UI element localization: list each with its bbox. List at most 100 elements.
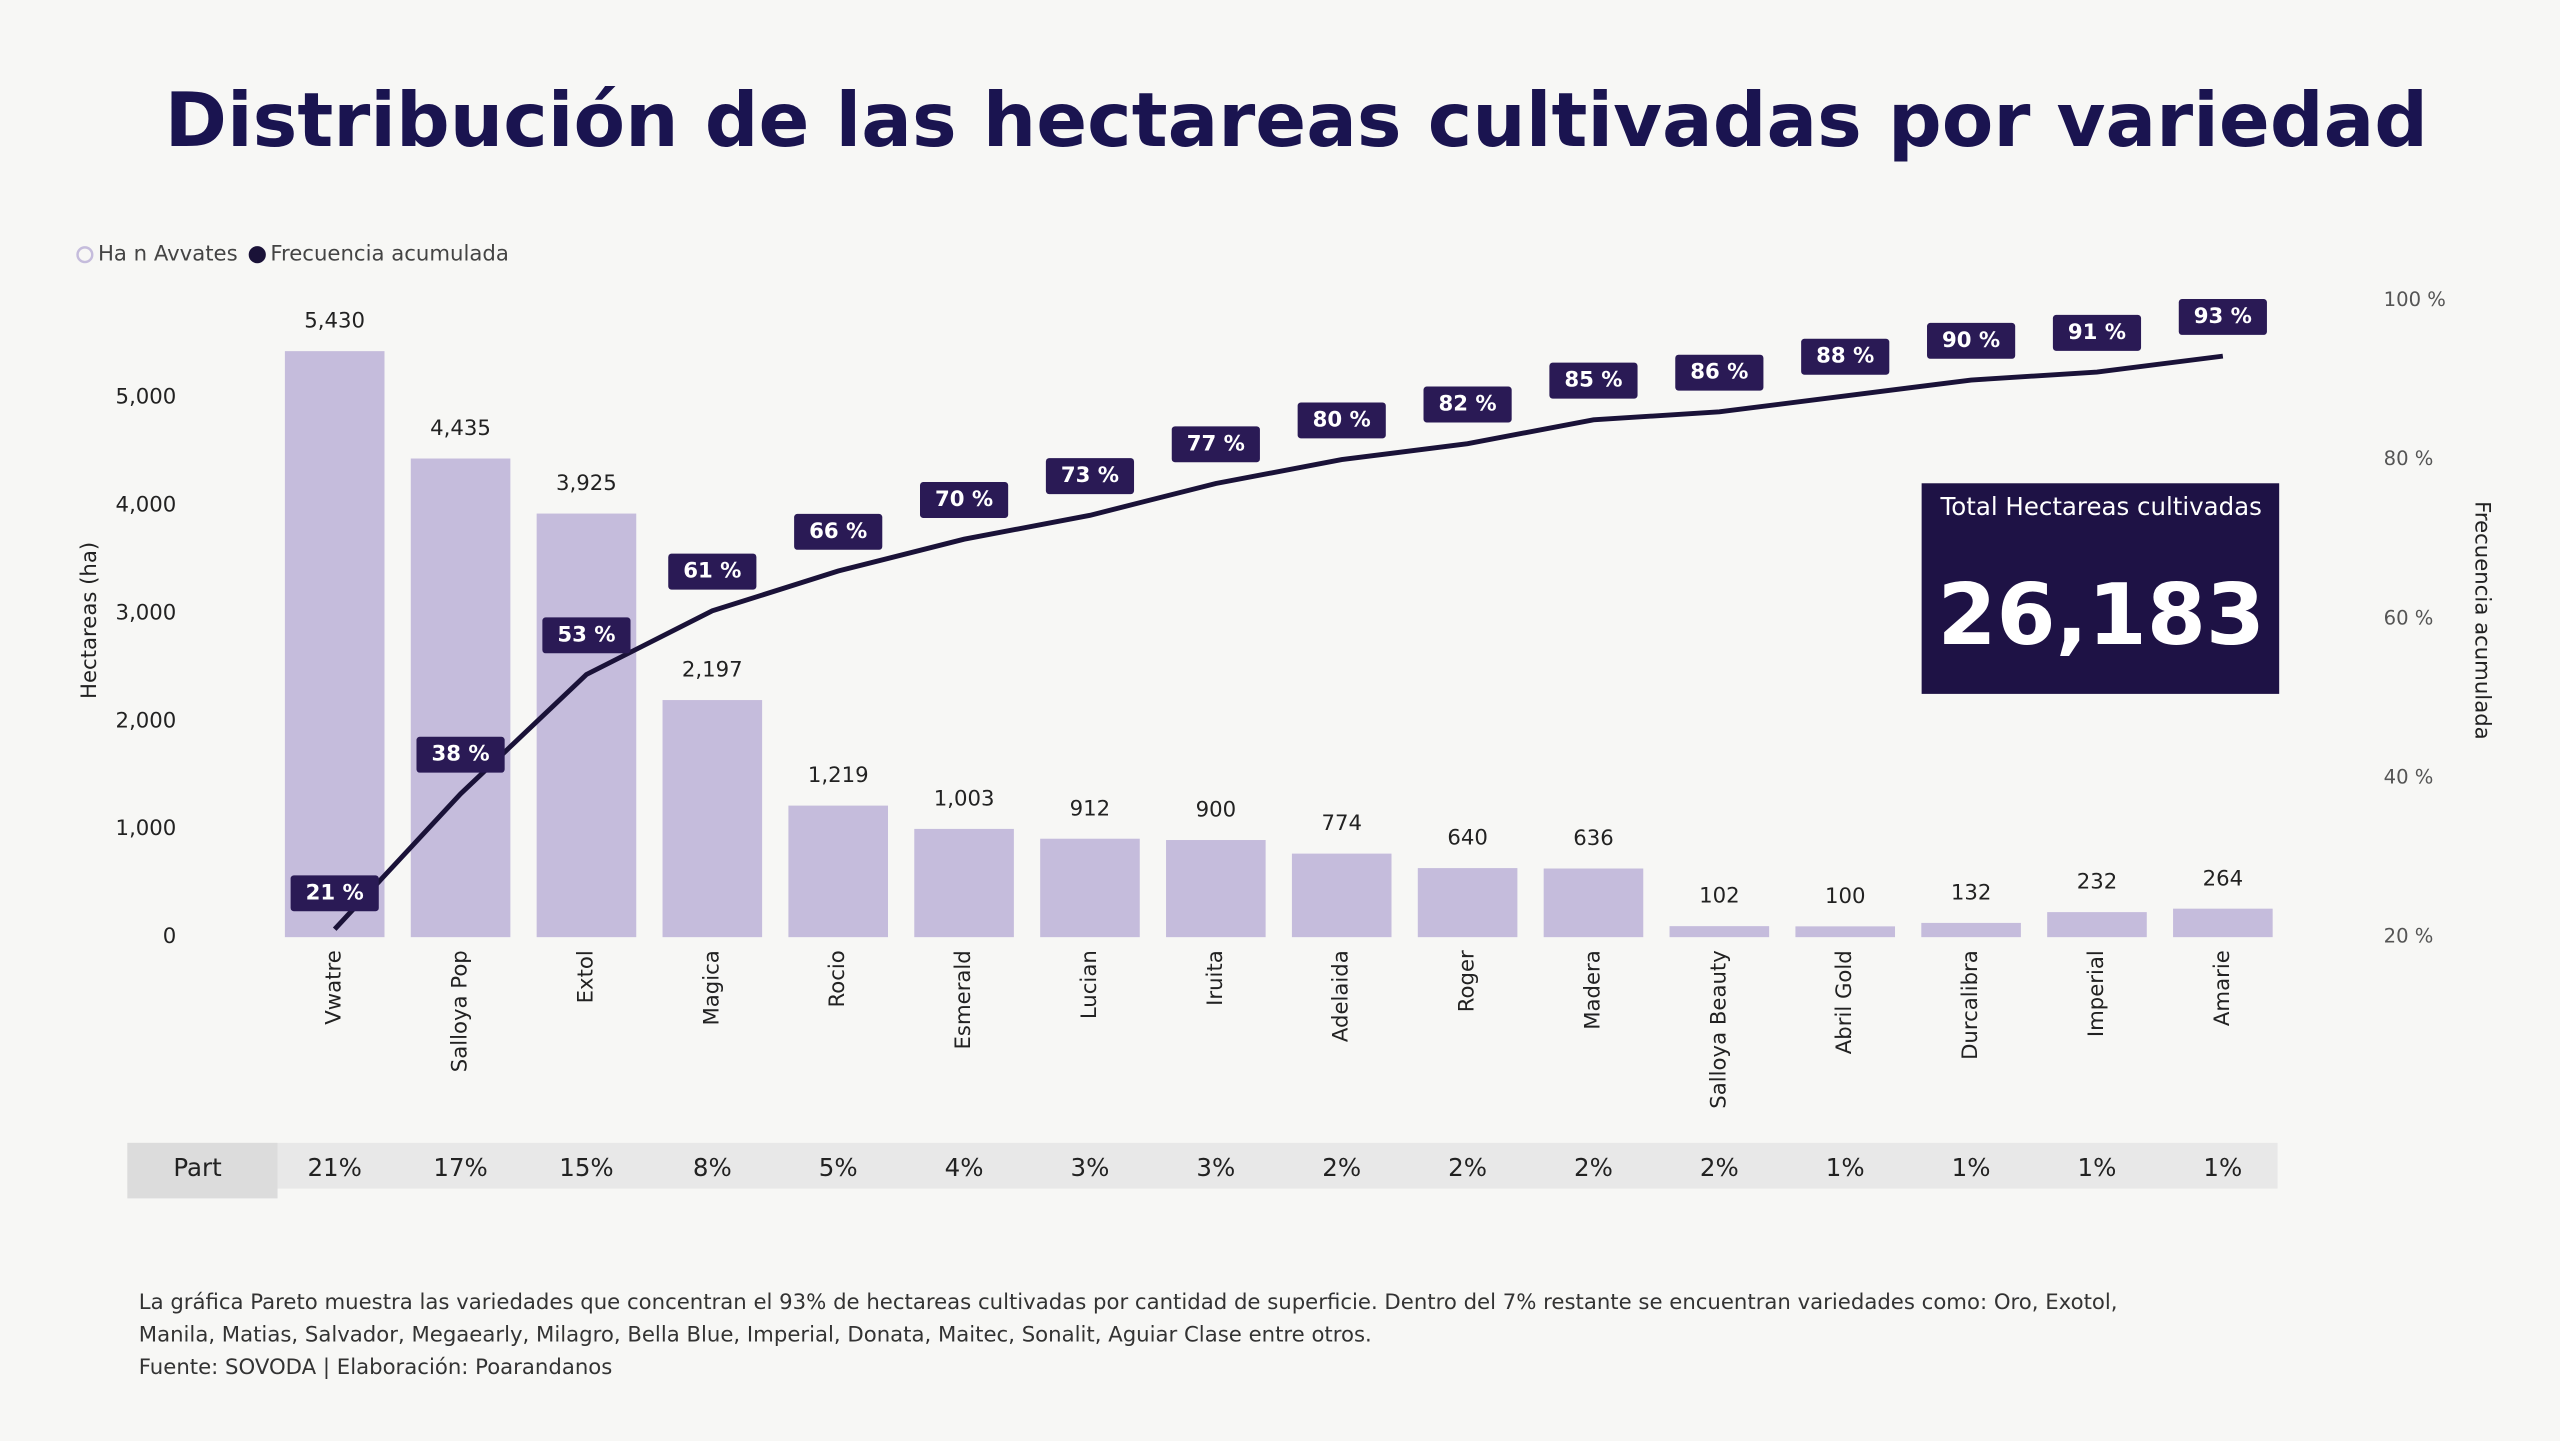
x-tick-label: Roger xyxy=(1455,950,1480,1012)
x-tick-label: Iruita xyxy=(1203,950,1228,1006)
cumulative-label: 66 % xyxy=(809,519,867,544)
cumulative-label: 93 % xyxy=(2194,304,2252,329)
legend-swatch xyxy=(76,246,94,264)
cumulative-label: 82 % xyxy=(1438,392,1496,417)
footnote: La gráfica Pareto muestra las variedades… xyxy=(139,1290,2118,1315)
bar xyxy=(1417,868,1518,938)
bar-value-label: 102 xyxy=(1699,884,1740,909)
cumulative-label-box xyxy=(794,513,883,550)
y-tick-label: 5,000 xyxy=(116,385,177,410)
share-table-cell: 17% xyxy=(433,1153,487,1182)
x-tick-label: Abril Gold xyxy=(1832,950,1857,1054)
footnote: Manila, Matias, Salvador, Megaearly, Mil… xyxy=(139,1323,1372,1348)
bar xyxy=(1921,922,2021,938)
share-table-cell: 2% xyxy=(1700,1153,1739,1182)
cumulative-label-box xyxy=(668,553,757,590)
cumulative-label: 38 % xyxy=(431,742,489,767)
cumulative-label: 91 % xyxy=(2068,320,2126,345)
x-tick-label: Salloya Beauty xyxy=(1706,950,1731,1108)
bar-value-label: 912 xyxy=(1070,796,1111,821)
share-table-cell: 1% xyxy=(1952,1153,1991,1182)
bar xyxy=(662,700,763,938)
bar xyxy=(536,513,637,938)
bar-value-label: 264 xyxy=(2203,866,2244,891)
legend-label: Ha n Avvates xyxy=(98,242,238,267)
cumulative-line xyxy=(332,353,2224,931)
kpi-box xyxy=(1921,483,2280,694)
cumulative-label-box xyxy=(1675,354,1764,391)
y2-tick-label: 100 % xyxy=(2384,288,2446,311)
bar xyxy=(284,351,385,938)
y2-tick-label: 80 % xyxy=(2384,447,2434,470)
cumulative-label-box xyxy=(1297,402,1386,439)
y-tick-label: 0 xyxy=(163,924,177,949)
y2-tick-label: 60 % xyxy=(2384,606,2434,629)
share-table-cell: 2% xyxy=(1448,1153,1487,1182)
legend-label: Frecuencia acumulada xyxy=(270,242,509,267)
share-table-cell: 4% xyxy=(945,1153,984,1182)
cumulative-label: 77 % xyxy=(1187,431,1245,456)
cumulative-label-box xyxy=(1927,322,2016,359)
cumulative-label-box xyxy=(1549,362,1638,399)
x-tick-label: Durcalibra xyxy=(1958,950,1983,1060)
share-table-cell: 8% xyxy=(693,1153,732,1182)
cumulative-label-box xyxy=(1171,426,1260,463)
cumulative-label-box xyxy=(1801,338,1890,375)
y2-tick-label: 40 % xyxy=(2384,765,2434,788)
bar-value-label: 1,003 xyxy=(934,787,995,812)
cumulative-label-box xyxy=(1045,458,1135,495)
share-table-cell: 1% xyxy=(2203,1153,2242,1182)
cumulative-label: 21 % xyxy=(306,880,364,905)
share-table-cell: 2% xyxy=(1574,1153,1613,1182)
bar xyxy=(914,828,1014,938)
share-table-cell: 3% xyxy=(1071,1153,1110,1182)
cumulative-label-box xyxy=(416,736,505,773)
bar xyxy=(1543,868,1644,938)
share-table-header: Part xyxy=(173,1153,222,1182)
share-table-cell: 15% xyxy=(559,1153,613,1182)
x-tick-label: Amarie xyxy=(2210,950,2235,1026)
bar xyxy=(1291,853,1392,938)
cumulative-label: 88 % xyxy=(1816,344,1874,369)
chart-title: Distribución de las hectareas cultivadas… xyxy=(165,76,2428,164)
x-tick-label: Esmerald xyxy=(951,950,976,1049)
x-tick-label: Salloya Pop xyxy=(448,950,473,1072)
bar xyxy=(1669,926,1770,938)
bar-value-label: 1,219 xyxy=(808,763,869,788)
cumulative-label-box xyxy=(2052,314,2142,351)
cumulative-label: 53 % xyxy=(557,622,615,647)
bar xyxy=(1166,840,1266,938)
bar xyxy=(788,805,889,938)
cumulative-label: 61 % xyxy=(683,559,741,584)
share-table-cell: 2% xyxy=(1322,1153,1361,1182)
bar-value-label: 774 xyxy=(1321,811,1362,836)
cumulative-label: 73 % xyxy=(1061,463,1119,488)
bar xyxy=(1040,838,1140,938)
y-tick-label: 3,000 xyxy=(116,600,177,625)
cumulative-label: 85 % xyxy=(1564,368,1622,393)
x-tick-label: Vwatre xyxy=(322,950,347,1025)
cumulative-label-box xyxy=(290,875,379,912)
y-axis-title: Hectareas (ha) xyxy=(77,542,102,699)
footnote: Fuente: SOVODA | Elaboración: Poarandano… xyxy=(139,1355,613,1380)
x-tick-label: Imperial xyxy=(2084,950,2109,1037)
share-table-cell: 21% xyxy=(307,1153,361,1182)
y2-axis-title: Frecuencia acumulada xyxy=(2470,501,2495,740)
bar-value-label: 636 xyxy=(1573,826,1614,851)
cumulative-label-box xyxy=(542,617,631,654)
cumulative-label-box xyxy=(1423,386,1512,423)
bar-value-label: 5,430 xyxy=(304,309,365,334)
share-table-cell: 3% xyxy=(1196,1153,1235,1182)
cumulative-label: 80 % xyxy=(1313,407,1371,432)
bar xyxy=(2047,912,2147,938)
bar-value-label: 132 xyxy=(1951,881,1992,906)
x-tick-label: Madera xyxy=(1580,950,1605,1030)
bar-value-label: 4,435 xyxy=(430,416,491,441)
x-tick-label: Lucian xyxy=(1077,950,1102,1019)
share-table-header-cell xyxy=(127,1142,278,1199)
bar xyxy=(1795,926,1896,938)
kpi-label: Total Hectareas cultivadas xyxy=(1940,492,2262,521)
cumulative-label: 86 % xyxy=(1690,360,1748,385)
